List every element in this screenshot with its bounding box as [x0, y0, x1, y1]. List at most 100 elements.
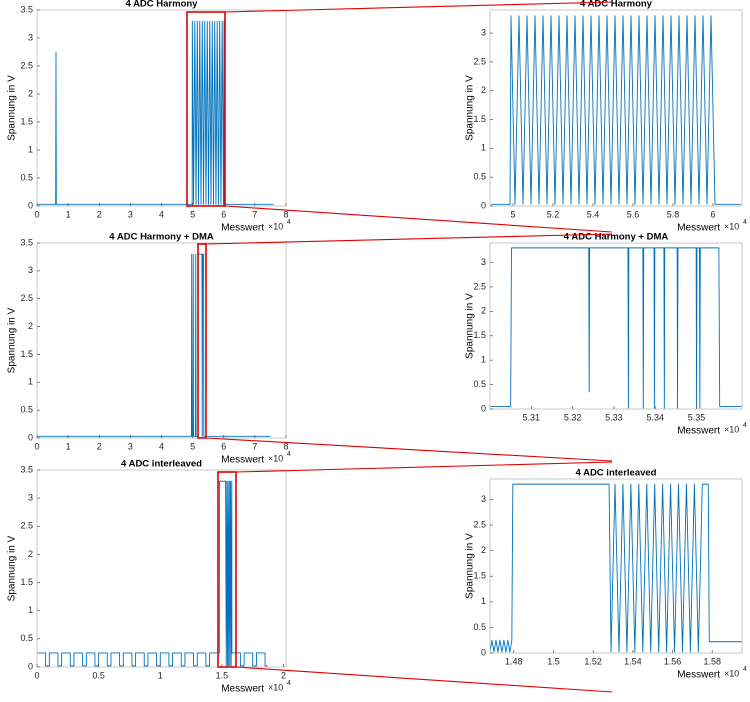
y-tick-label: 3: [481, 494, 486, 504]
y-axis-label: Spannung in V: [7, 307, 18, 373]
x-tick-label: 1: [158, 670, 163, 680]
x-tick-label: 7: [252, 441, 257, 451]
y-axis-label: Spannung in V: [465, 293, 476, 359]
y-tick-label: 1: [481, 355, 486, 365]
y-tick-label: 1.5: [473, 571, 486, 581]
x-tick-label: 6: [221, 209, 226, 219]
y-tick-label: 0: [481, 403, 486, 413]
y-axis-label: Spannung in V: [7, 75, 18, 141]
plot-area: [37, 243, 286, 438]
zoom-connector: [205, 437, 613, 462]
zoom-connector: [235, 461, 613, 473]
x-tick-label: 1: [66, 441, 71, 451]
x-tick-label: 5: [190, 209, 195, 219]
axes-box: [489, 9, 743, 207]
x-tick-label: 6: [710, 209, 715, 219]
x-tick-label: 2: [97, 441, 102, 451]
x-tick-label: 1.52: [584, 656, 602, 666]
signal-line: [490, 483, 742, 653]
y-tick-label: 3.5: [20, 464, 33, 474]
zoom-connector: [235, 666, 613, 693]
y-tick-label: 3.5: [20, 237, 33, 247]
x-exponent: 4: [287, 680, 291, 687]
y-tick-label: 0: [28, 432, 33, 442]
x-axis-label: Messwert: [221, 223, 264, 234]
plot-area: [37, 10, 286, 206]
signal-line: [37, 480, 268, 667]
x-tick-label: 0: [34, 441, 39, 451]
y-tick-label: 3: [28, 493, 33, 503]
x-tick-label: 5.2: [547, 209, 560, 219]
y-tick-label: 0: [481, 647, 486, 657]
y-tick-label: 0.5: [20, 633, 33, 643]
y-tick-label: 1: [481, 143, 486, 153]
y-axis-label: Spannung in V: [465, 533, 476, 599]
x-tick-label: 0: [34, 670, 39, 680]
x-tick-label: 1.48: [505, 656, 523, 666]
y-tick-label: 1: [481, 596, 486, 606]
axes-box: [489, 242, 743, 410]
x-axis-label: Messwert: [677, 670, 720, 681]
axes-panel: 0 1 2 3 4 5 6 7 8 0 0.5 1 1.5 2 2.5 3 3.5 4 ADC Harmony Me…: [7, 0, 291, 234]
x-tick-label: 5.32: [564, 412, 582, 422]
x-exponent: 4: [743, 219, 747, 226]
y-tick-label: 2.5: [20, 60, 33, 70]
x-tick-label: 1.5: [216, 670, 229, 680]
x-tick-label: 5.31: [523, 412, 541, 422]
chart-title: 4 ADC Harmony + DMA: [564, 232, 669, 243]
x-exponent: 4: [287, 451, 291, 458]
chart-title: 4 ADC Harmony: [580, 0, 653, 10]
y-tick-label: 2: [28, 321, 33, 331]
x-multiplier: ×10: [724, 668, 739, 678]
chart-title: 4 ADC interleaved: [121, 459, 202, 470]
y-axis-label: Spannung in V: [7, 535, 18, 601]
x-tick-label: 1.58: [703, 656, 721, 666]
signal-line: [491, 15, 741, 205]
y-tick-label: 0.5: [20, 405, 33, 415]
x-tick-label: 3: [128, 441, 133, 451]
x-multiplier: ×10: [724, 424, 739, 434]
x-exponent: 4: [743, 666, 747, 673]
x-tick-label: 5.33: [605, 412, 623, 422]
y-tick-label: 1.5: [20, 116, 33, 126]
y-tick-label: 1: [28, 144, 33, 154]
x-tick-label: 1.56: [664, 656, 682, 666]
chart-title: 4 ADC Harmony + DMA: [109, 232, 214, 243]
y-tick-label: 2: [481, 545, 486, 555]
axes-box: [489, 478, 743, 654]
y-tick-label: 1.5: [473, 330, 486, 340]
x-tick-label: 8: [283, 441, 288, 451]
x-tick-label: 6: [221, 441, 226, 451]
zoom-box: [217, 471, 237, 668]
y-tick-label: 2.5: [473, 281, 486, 291]
x-tick-label: 0.5: [92, 670, 105, 680]
x-tick-label: 5.4: [587, 209, 600, 219]
plot-area: [37, 470, 286, 667]
signal-line: [490, 247, 742, 409]
y-tick-label: 2.5: [473, 519, 486, 529]
y-tick-label: 0: [28, 200, 33, 210]
signal-line: [37, 20, 274, 205]
plot-area: [490, 243, 742, 409]
x-tick-label: 2: [97, 209, 102, 219]
x-tick-label: 5.34: [646, 412, 664, 422]
y-tick-label: 0.5: [20, 172, 33, 182]
y-tick-label: 2.5: [473, 56, 486, 66]
x-exponent: 4: [287, 219, 291, 226]
y-tick-label: 0: [28, 661, 33, 671]
y-axis-label: Spannung in V: [465, 75, 476, 141]
x-axis-label: Messwert: [677, 426, 720, 437]
y-tick-label: 1.5: [20, 577, 33, 587]
axes-panel: 5.31 5.32 5.33 5.34 5.35 0 0.5 1 1.5 2 2.5 3 4 ADC H…: [465, 232, 747, 437]
x-tick-label: 5.6: [627, 209, 640, 219]
axes-box: [36, 469, 287, 668]
y-tick-label: 2.5: [20, 521, 33, 531]
chart-title: 4 ADC Harmony: [126, 0, 199, 10]
zoom-connector: [224, 1, 613, 13]
x-tick-label: 1: [66, 209, 71, 219]
y-tick-label: 3: [28, 265, 33, 275]
axes-panel: 0 1 2 3 4 5 6 7 8 0 0.5 1 1.5 2 2.5 3 3.5 4 ADC Harmony +…: [7, 232, 291, 466]
x-tick-label: 5.8: [667, 209, 680, 219]
y-tick-label: 1.5: [473, 114, 486, 124]
y-tick-label: 3: [481, 27, 486, 37]
